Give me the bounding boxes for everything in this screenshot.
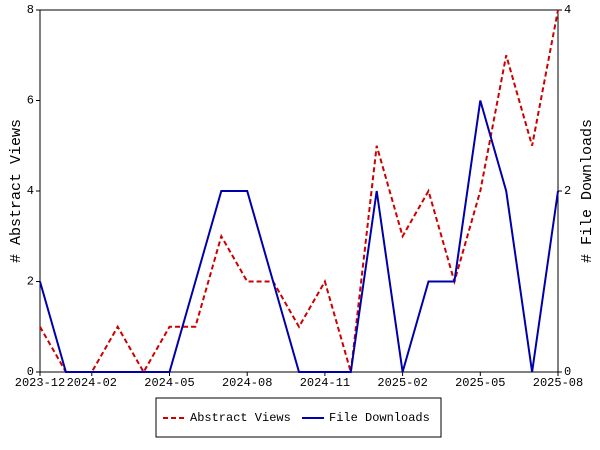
y-tick-label: 2 (27, 275, 34, 289)
x-tick-label: 2024-05 (144, 376, 194, 390)
series-line (39, 9, 559, 375)
y-tick-label: 6 (27, 94, 34, 108)
y-axis-title: # Abstract Views (8, 119, 25, 263)
x-tick-label: 2024-11 (300, 376, 350, 390)
x-tick-label: 2025-02 (377, 376, 427, 390)
legend-label: Abstract Views (190, 411, 291, 425)
y2-tick-label: 0 (564, 365, 571, 379)
legend-box (155, 397, 442, 438)
y2-tick-label: 2 (564, 184, 571, 198)
x-tick-label: 2025-05 (455, 376, 505, 390)
x-tick-label: 2025-08 (533, 376, 583, 390)
y-tick-label: 8 (27, 3, 34, 17)
x-tick-label: 2024-08 (222, 376, 272, 390)
series-line (39, 100, 559, 373)
y2-tick-label: 4 (564, 3, 571, 17)
legend-label: File Downloads (329, 411, 430, 425)
x-tick-label: 2024-02 (67, 376, 117, 390)
y-tick-label: 4 (27, 184, 34, 198)
y2-axis-title: # File Downloads (579, 119, 596, 263)
x-tick-label: 2023-12 (15, 376, 65, 390)
y-tick-label: 0 (27, 365, 34, 379)
